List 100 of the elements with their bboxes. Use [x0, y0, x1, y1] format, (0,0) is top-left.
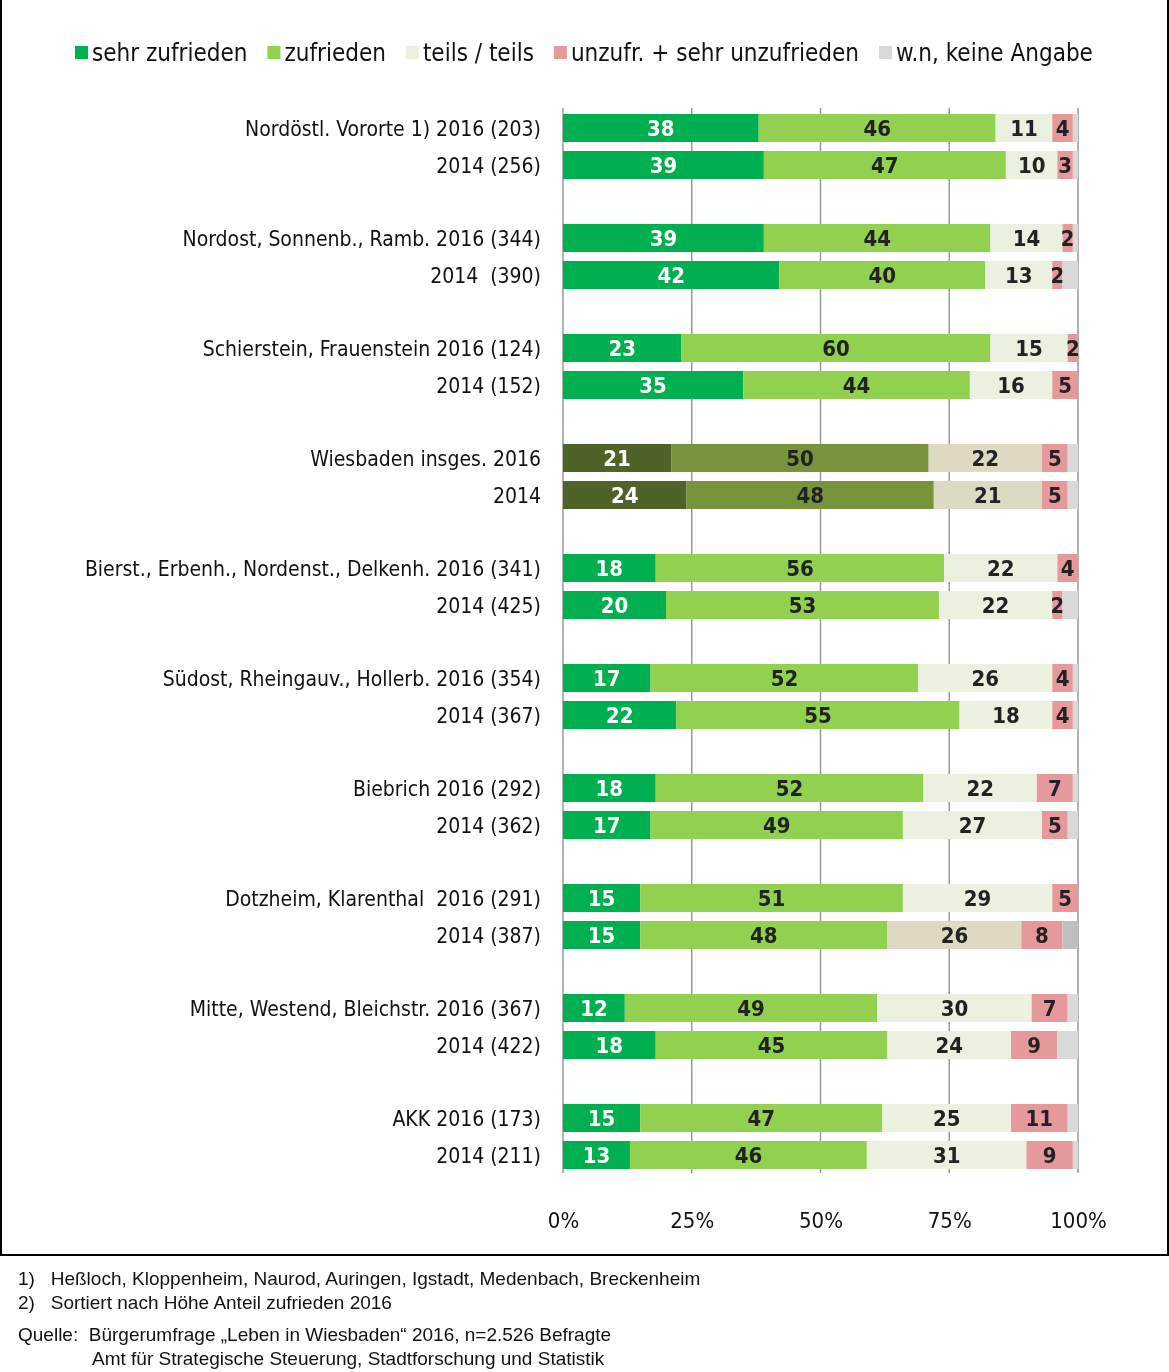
- x-tick-label: 0%: [547, 1207, 580, 1233]
- y-tick-label: 2014 (211): [436, 1144, 541, 1168]
- legend-label: unzufr. + sehr unzufrieden: [570, 39, 859, 67]
- y-tick-label: 2014 (367): [436, 704, 541, 728]
- data-label: 5: [1047, 483, 1062, 508]
- text: 1) Heßloch, Kloppenheim, Naurod, Auringen, Igstadt, Medenbach, Breckenheim: [18, 1268, 701, 1289]
- data-label: 42: [657, 263, 685, 288]
- data-label: 26: [971, 666, 1000, 691]
- data-label: 22: [605, 703, 634, 728]
- x-tick-label: 100%: [1050, 1207, 1107, 1233]
- data-label: 10: [1017, 153, 1046, 178]
- data-label: 17: [593, 813, 621, 838]
- data-label: 13: [582, 1143, 611, 1168]
- data-label: 23: [608, 336, 636, 361]
- y-tick-label: Schierstein, Frauenstein 2016 (124): [202, 337, 541, 361]
- data-label: 2: [1050, 593, 1065, 618]
- data-label: 52: [770, 666, 799, 691]
- data-label: 21: [603, 446, 631, 471]
- data-label: 53: [788, 593, 817, 618]
- data-label: 46: [734, 1143, 763, 1168]
- x-tick-label: 50%: [799, 1207, 843, 1233]
- data-label: 12: [580, 996, 608, 1021]
- data-label: 4: [1055, 666, 1070, 691]
- data-label: 24: [611, 483, 639, 508]
- data-label: 44: [863, 226, 891, 251]
- data-label: 5: [1058, 373, 1073, 398]
- x-tick-label: 75%: [927, 1207, 972, 1233]
- data-label: 25: [932, 1106, 961, 1131]
- data-label: 31: [932, 1143, 961, 1168]
- data-label: 18: [595, 776, 624, 801]
- text: Amt für Strategische Steuerung, Stadtforschung und Statistik: [92, 1348, 605, 1369]
- data-label: 27: [958, 813, 987, 838]
- data-label: 11: [1025, 1106, 1054, 1131]
- data-label: 18: [595, 556, 624, 581]
- data-label: 14: [1012, 226, 1041, 251]
- data-label: 44: [842, 373, 871, 398]
- data-label: 20: [600, 593, 629, 618]
- data-label: 38: [647, 116, 675, 141]
- data-label: 2: [1065, 336, 1080, 361]
- data-label: 24: [935, 1033, 964, 1058]
- data-label: 40: [868, 263, 897, 288]
- legend-label: zufrieden: [284, 39, 386, 67]
- data-label: 15: [587, 923, 616, 948]
- y-tick-label: Nordöstl. Vororte 1) 2016 (203): [245, 117, 541, 141]
- data-label: 51: [757, 886, 786, 911]
- data-label: 49: [737, 996, 765, 1021]
- data-label: 45: [757, 1033, 786, 1058]
- y-tick-label: Südost, Rheingauv., Hollerb. 2016 (354): [162, 667, 541, 691]
- data-label: 21: [974, 483, 1002, 508]
- x-tick-label: 25%: [670, 1207, 715, 1233]
- data-label: 48: [750, 923, 778, 948]
- data-label: 4: [1055, 703, 1070, 728]
- data-label: 5: [1058, 886, 1073, 911]
- data-label: 60: [822, 336, 850, 361]
- data-label: 39: [649, 153, 678, 178]
- data-label: 52: [775, 776, 804, 801]
- y-tick-label: Nordost, Sonnenb., Ramb. 2016 (344): [182, 227, 541, 251]
- data-label: 7: [1047, 776, 1062, 801]
- y-tick-label: Bierst., Erbenh., Nordenst., Delkenh. 2016 (341): [84, 557, 541, 581]
- y-tick-label: 2014: [492, 484, 541, 508]
- data-label: 2: [1050, 263, 1065, 288]
- data-label: 26: [940, 923, 969, 948]
- y-tick-label: Wiesbaden insges. 2016: [310, 447, 541, 471]
- y-tick-label: 2014 (425): [436, 594, 541, 618]
- data-label: 5: [1047, 813, 1062, 838]
- data-label: 49: [762, 813, 791, 838]
- data-label: 15: [587, 1106, 616, 1131]
- data-label: 11: [1010, 116, 1038, 141]
- data-label: 15: [587, 886, 616, 911]
- data-label: 29: [963, 886, 992, 911]
- data-label: 48: [796, 483, 824, 508]
- data-label: 30: [940, 996, 969, 1021]
- data-label: 46: [863, 116, 891, 141]
- y-tick-label: Dotzheim, Klarenthal 2016 (291): [225, 887, 541, 911]
- data-label: 22: [971, 446, 1000, 471]
- data-label: 16: [997, 373, 1025, 398]
- y-tick-label: AKK 2016 (173): [392, 1107, 541, 1131]
- data-label: 9: [1027, 1033, 1042, 1058]
- y-tick-label: 2014 (362): [436, 814, 541, 838]
- data-label: 18: [595, 1033, 624, 1058]
- legend-label: w.n, keine Angabe: [896, 39, 1093, 67]
- data-label: 2: [1060, 226, 1075, 251]
- data-label: 8: [1035, 923, 1049, 948]
- data-label: 22: [966, 776, 994, 801]
- y-tick-label: 2014 (387): [436, 924, 541, 948]
- data-label: 18: [992, 703, 1020, 728]
- data-label: 56: [786, 556, 814, 581]
- legend-label: sehr zufrieden: [92, 39, 248, 67]
- data-label: 47: [747, 1106, 776, 1131]
- data-label: 39: [649, 226, 678, 251]
- data-label: 22: [981, 593, 1010, 618]
- data-label: 13: [1005, 263, 1033, 288]
- data-label: 7: [1042, 996, 1057, 1021]
- data-label: 22: [986, 556, 1015, 581]
- data-label: 5: [1047, 446, 1062, 471]
- text: 2) Sortiert nach Höhe Anteil zufrieden 2016: [18, 1292, 392, 1313]
- data-label: 3: [1058, 153, 1073, 178]
- y-tick-label: 2014 (152): [436, 374, 541, 398]
- y-tick-label: 2014 (422): [436, 1034, 541, 1058]
- data-label: 4: [1060, 556, 1075, 581]
